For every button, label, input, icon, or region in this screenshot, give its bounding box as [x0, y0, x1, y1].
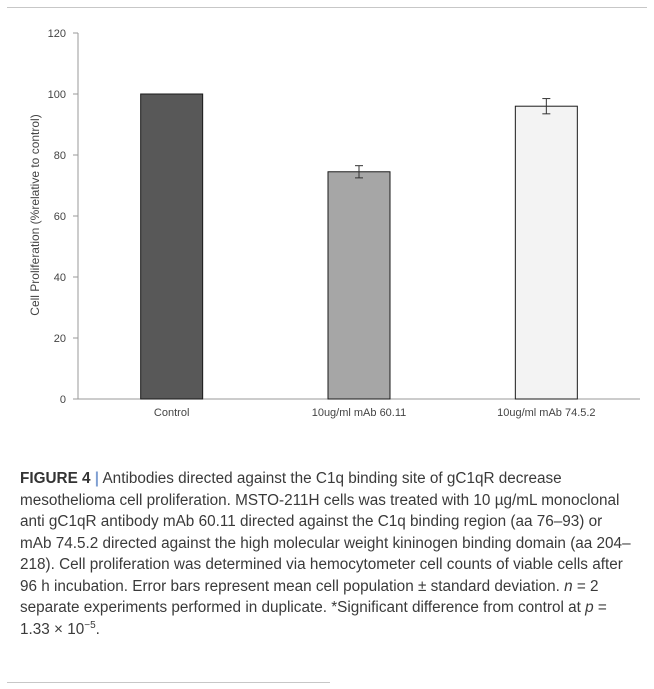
figure-label: FIGURE 4	[20, 470, 91, 487]
bar	[140, 93, 204, 400]
y-tick-label: 80	[54, 150, 66, 162]
x-tick-labels: Control 10ug/ml mAb 60.11 10ug/ml mAb 74.5…	[154, 407, 596, 419]
caption-p-variable: p	[585, 599, 594, 616]
caption-text-1: Antibodies directed against the C1q bind…	[20, 470, 631, 595]
y-tick-labels: 0 20 40 60 80 100 120	[48, 28, 66, 406]
caption-n-variable: n	[564, 577, 573, 595]
figure-caption: FIGURE 4 | Antibodies directed against t…	[20, 468, 636, 640]
bar	[514, 105, 578, 400]
caption-text-3: = 1.33 × 10	[20, 599, 607, 638]
y-tick-label: 60	[54, 211, 66, 223]
y-tick-label: 40	[54, 272, 66, 284]
bar	[327, 171, 391, 400]
y-tick-label: 100	[48, 89, 66, 101]
x-tick-label: 10ug/ml mAb 60.11	[312, 407, 407, 419]
bottom-border	[7, 682, 330, 683]
y-tick-label: 0	[60, 394, 66, 406]
y-axis-label: Cell Proliferation (%relative to control…	[28, 114, 42, 315]
chart-bars	[140, 93, 578, 400]
caption-exponent: −5	[84, 619, 96, 631]
figure-separator: |	[94, 470, 100, 487]
y-tick-label: 120	[48, 28, 66, 40]
caption-text-4: .	[95, 620, 100, 638]
caption-text-2: = 2 separate experiments performed in du…	[20, 577, 599, 617]
y-tick-label: 20	[54, 333, 66, 345]
top-border	[7, 7, 647, 8]
chart-error-bars	[355, 98, 551, 179]
bar-chart: 0 20 40 60 80 100 120 Control 10ug/ml mAb 60.11…	[28, 28, 640, 419]
x-tick-label: 10ug/ml mAb 74.5.2	[497, 407, 595, 419]
x-tick-label: Control	[154, 407, 189, 419]
